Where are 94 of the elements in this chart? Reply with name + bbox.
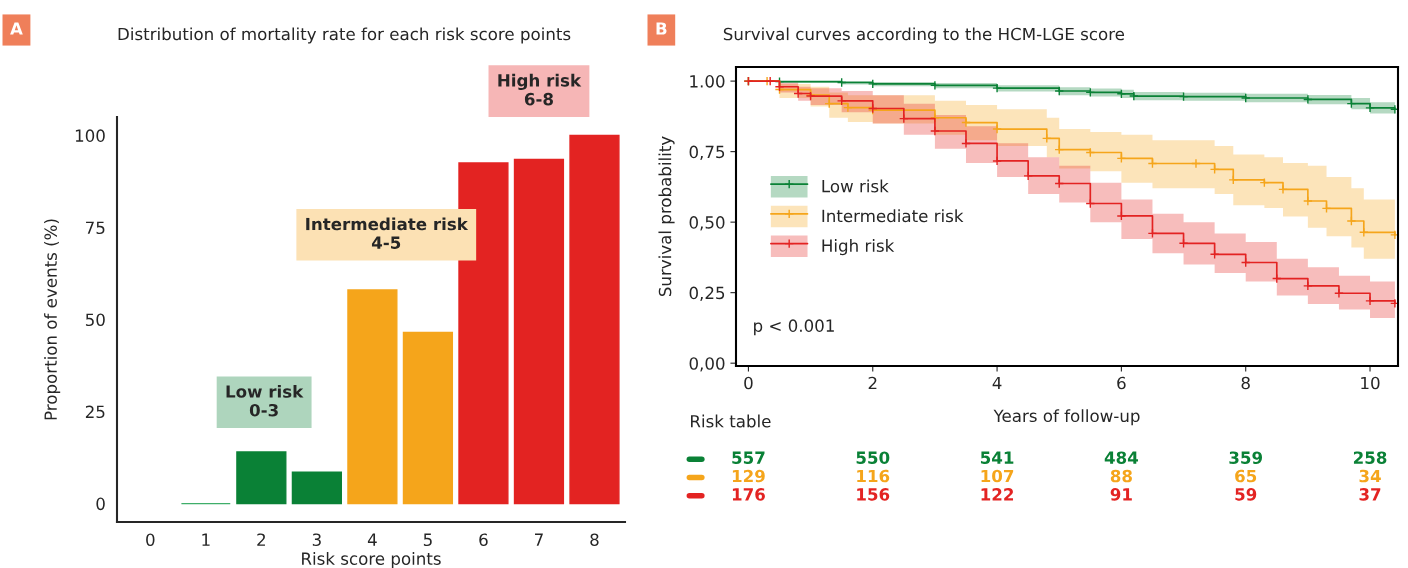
text: 557	[732, 451, 765, 464]
text: 122	[981, 488, 1014, 501]
y-tick-label: 50	[85, 313, 105, 327]
text: 156	[857, 488, 890, 501]
point	[1303, 281, 1313, 291]
x-tick-label: 0	[146, 533, 155, 547]
bar	[569, 134, 620, 505]
x-tick-label: 8	[590, 533, 599, 547]
x-axis-title: Risk score points	[302, 552, 441, 568]
point	[1054, 86, 1065, 96]
legend-label: High risk	[822, 239, 895, 256]
x-tick-label: 0	[744, 376, 753, 390]
y-tick-label: 0,50	[689, 216, 725, 231]
point	[992, 83, 1002, 94]
x-tick-label: 3	[312, 533, 321, 547]
text: 129	[732, 469, 765, 483]
point	[1128, 91, 1139, 101]
annotation: p < 0.001	[754, 319, 834, 336]
bar	[291, 471, 342, 505]
x-tick-label: 6	[1117, 376, 1126, 390]
y-tick-label: 0,25	[689, 286, 725, 301]
x-tick-label: 6	[479, 533, 488, 547]
point	[793, 88, 804, 99]
bar	[236, 451, 287, 505]
text: 59	[1235, 488, 1257, 501]
text: 65	[1235, 469, 1257, 483]
x-tick-label: 7	[535, 533, 543, 546]
point	[1303, 196, 1313, 206]
point	[1334, 288, 1344, 299]
point	[1303, 94, 1313, 105]
y-tick-label: 0,00	[689, 357, 725, 372]
point	[1346, 216, 1357, 226]
x-tick-label: 1	[202, 533, 210, 546]
x-tick-label: 10	[1361, 376, 1380, 390]
point	[836, 95, 847, 106]
point	[992, 156, 1002, 166]
text: B	[656, 22, 667, 35]
annotation: Intermediate risk 4-5	[306, 217, 469, 249]
chart-title: Distribution of mortality rate for each risk score points	[118, 27, 571, 44]
text: 258	[1353, 451, 1387, 464]
point	[1240, 93, 1251, 103]
text: 541	[980, 451, 1014, 464]
point	[867, 79, 878, 89]
point	[992, 124, 1002, 134]
y-tick-label: 1.00	[690, 75, 725, 88]
x-tick-label: 2	[868, 376, 877, 390]
text: 107	[981, 469, 1014, 483]
y-tick-label: 100	[75, 129, 105, 142]
point	[961, 138, 971, 149]
text: 37	[1359, 488, 1381, 501]
text: High risk 6-8	[498, 73, 582, 106]
point	[930, 80, 940, 91]
annotation: Low risk 0-3	[226, 384, 304, 417]
point	[843, 102, 853, 113]
point	[1365, 103, 1375, 113]
point	[1023, 171, 1034, 181]
text: 484	[1104, 451, 1139, 464]
point	[961, 117, 971, 128]
text: 176	[732, 488, 765, 501]
point	[898, 113, 909, 124]
point	[1365, 295, 1375, 306]
y-tick-label: 25	[85, 405, 105, 419]
y-tick-label: 0,75	[689, 145, 725, 160]
text: 550	[856, 451, 890, 464]
y-tick-label: 75	[86, 221, 105, 235]
point	[1228, 174, 1239, 185]
text: 116	[857, 469, 890, 483]
point	[1278, 184, 1288, 195]
text: Risk table	[691, 414, 771, 428]
x-tick-label: 4	[992, 376, 1002, 390]
point	[765, 76, 776, 86]
text: 91	[1110, 488, 1132, 501]
bar	[347, 289, 398, 505]
point	[1116, 211, 1127, 221]
y-axis-title: Survival probability	[658, 136, 675, 297]
legend-label: Low risk	[822, 179, 889, 193]
y-tick-label: 0	[96, 497, 105, 511]
x-tick-label: 8	[1241, 376, 1250, 390]
legend-label: Intermediate risk	[822, 209, 964, 223]
x-tick-label: 5	[423, 533, 432, 547]
text: 88	[1110, 469, 1132, 483]
x-axis-title: Years of follow-up	[993, 409, 1140, 426]
point	[930, 126, 940, 136]
text: 359	[1229, 451, 1263, 464]
point	[1358, 227, 1369, 238]
bar	[513, 158, 565, 505]
point	[1191, 158, 1201, 169]
x-tick-label: 2	[257, 533, 265, 546]
text: 34	[1359, 469, 1381, 483]
text: A	[10, 22, 23, 35]
x-tick-label: 4	[367, 533, 377, 546]
y-axis-title: Proportion of events (%)	[44, 219, 61, 420]
bar	[402, 331, 454, 505]
chart-title: Survival curves according to the HCM-LGE score	[723, 27, 1125, 44]
